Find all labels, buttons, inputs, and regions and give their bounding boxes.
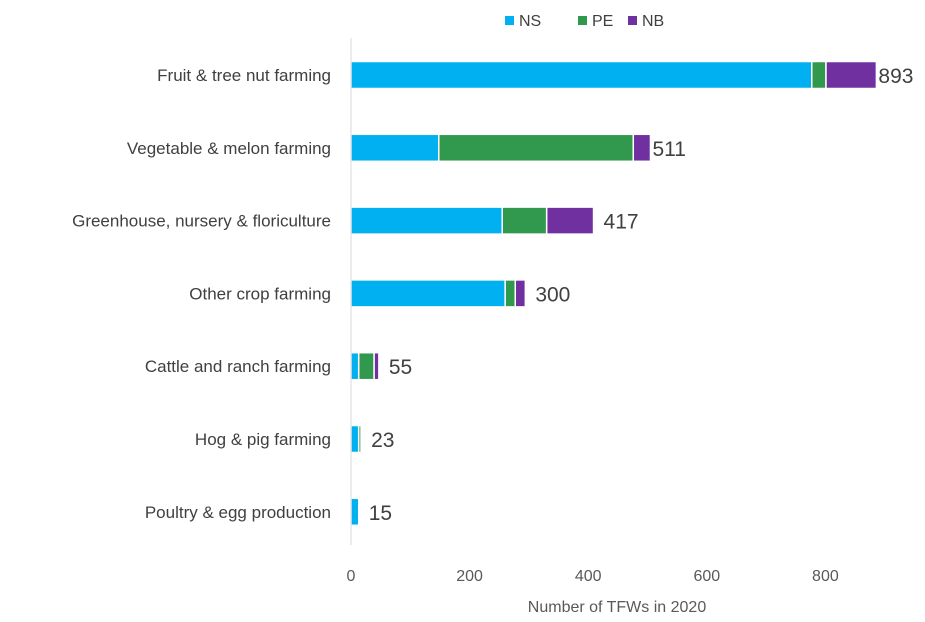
total-label-cattle-and-ranch-farming: 55 (389, 356, 412, 379)
category-label-poultry-and-egg-production: Poultry & egg production (145, 503, 331, 522)
bar-nb-fruit-and-tree-nut-farming (825, 60, 878, 90)
bar-pe-fruit-and-tree-nut-farming (811, 60, 827, 90)
bar-ns-vegetable-and-melon-farming (350, 133, 440, 163)
category-label-vegetable-and-melon-farming: Vegetable & melon farming (127, 139, 331, 158)
legend-swatch-ns (505, 16, 514, 25)
bar-nb-greenhouse-nursery-and-floriculture (545, 206, 595, 235)
bar-ns-cattle-and-ranch-farming (350, 351, 360, 381)
total-label-hog-and-pig-farming: 23 (371, 429, 394, 452)
bar-nb-other-crop-farming (514, 279, 527, 308)
bar-pe-greenhouse-nursery-and-floriculture (501, 206, 548, 235)
bar-nb-vegetable-and-melon-farming (632, 133, 652, 163)
category-labels: Fruit & tree nut farming Vegetable & melo… (72, 66, 331, 522)
legend-label-nb: NB (642, 13, 664, 30)
total-label-vegetable-and-melon-farming: 511 (652, 138, 685, 161)
legend-label-ns: NS (519, 13, 541, 30)
total-labels: 893 511 417 300 55 23 15 (369, 65, 914, 525)
total-label-other-crop-farming: 300 (535, 283, 570, 306)
category-label-hog-and-pig-farming: Hog & pig farming (195, 430, 331, 449)
legend-swatch-nb (628, 16, 637, 25)
bar-pe-cattle-and-ranch-farming (357, 351, 375, 381)
category-label-fruit-and-tree-nut-farming: Fruit & tree nut farming (157, 66, 331, 85)
x-tick-400: 400 (575, 568, 602, 585)
category-label-cattle-and-ranch-farming: Cattle and ranch farming (145, 357, 331, 376)
bar-pe-vegetable-and-melon-farming (438, 133, 635, 163)
bars-group (350, 60, 878, 527)
category-label-other-crop-farming: Other crop farming (189, 284, 331, 303)
x-axis-title: Number of TFWs in 2020 (528, 599, 707, 616)
total-label-greenhouse-nursery-and-floriculture: 417 (604, 211, 639, 234)
bar-pe-hog-and-pig-farming (357, 424, 362, 454)
bar-ns-greenhouse-nursery-and-floriculture (350, 206, 503, 235)
x-axis-ticks: 0 200 400 600 800 (347, 568, 839, 585)
total-label-poultry-and-egg-production: 15 (369, 502, 392, 525)
category-label-greenhouse-nursery-and-floriculture: Greenhouse, nursery & floriculture (72, 212, 331, 231)
x-tick-0: 0 (347, 568, 356, 585)
bar-ns-fruit-and-tree-nut-farming (350, 60, 813, 90)
x-tick-200: 200 (456, 568, 483, 585)
legend: NS PE NB (505, 13, 664, 30)
x-tick-600: 600 (693, 568, 720, 585)
legend-swatch-pe (578, 16, 587, 25)
bar-pe-other-crop-farming (504, 279, 517, 308)
bar-nb-cattle-and-ranch-farming (373, 351, 380, 381)
x-tick-800: 800 (812, 568, 839, 585)
total-label-fruit-and-tree-nut-farming: 893 (878, 65, 913, 88)
bar-ns-poultry-and-egg-production (350, 497, 360, 527)
bar-ns-hog-and-pig-farming (350, 424, 360, 454)
legend-label-pe: PE (592, 13, 613, 30)
bar-ns-other-crop-farming (350, 279, 506, 308)
